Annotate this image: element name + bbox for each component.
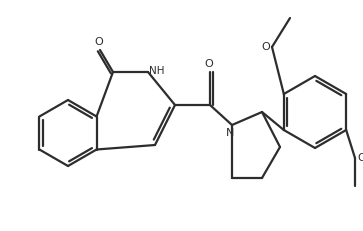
Text: N: N (226, 128, 234, 138)
Text: O: O (205, 59, 213, 69)
Text: O: O (261, 42, 270, 52)
Text: O: O (357, 153, 363, 163)
Text: O: O (95, 37, 103, 47)
Text: NH: NH (149, 66, 164, 76)
